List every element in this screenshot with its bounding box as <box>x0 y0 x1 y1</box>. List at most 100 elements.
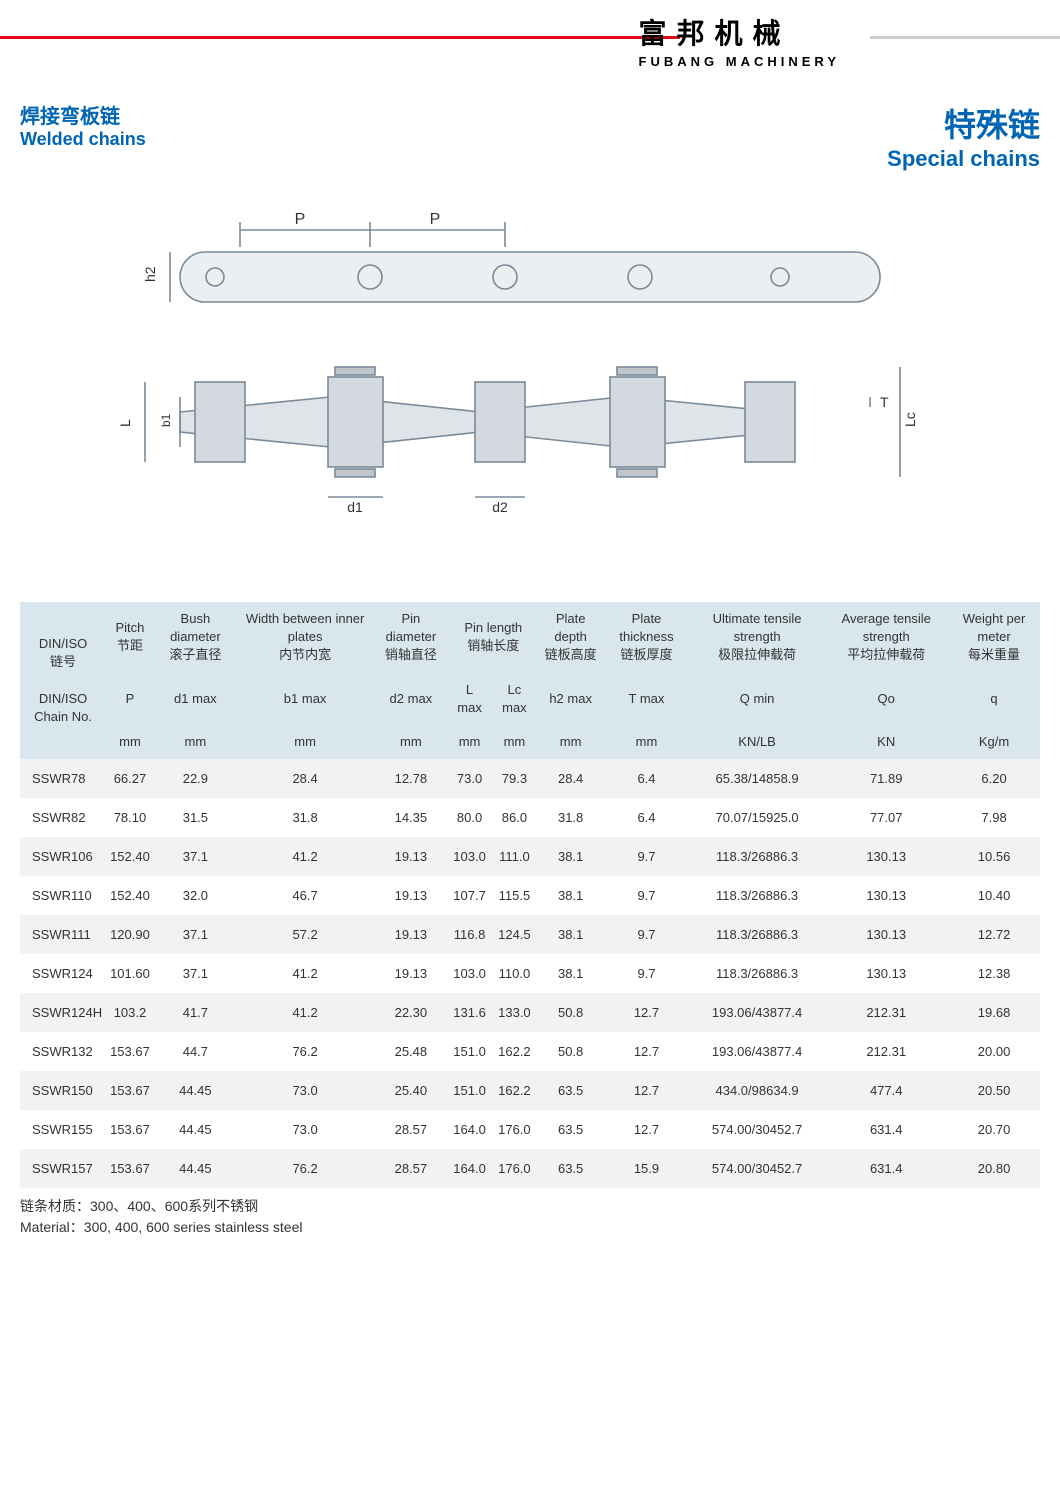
table-cell: 162.2 <box>491 1032 538 1071</box>
title-left: 焊接弯板链 Welded chains <box>20 100 146 172</box>
table-cell: 41.2 <box>237 954 373 993</box>
table-cell: 32.0 <box>154 876 237 915</box>
table-cell: 57.2 <box>237 915 373 954</box>
table-cell: 130.13 <box>824 915 948 954</box>
table-cell: 41.7 <box>154 993 237 1032</box>
table-cell: 20.70 <box>948 1110 1040 1149</box>
table-cell: 38.1 <box>538 837 603 876</box>
table-cell: 76.2 <box>237 1149 373 1188</box>
table-cell: 151.0 <box>448 1032 490 1071</box>
table-row: SSWR132153.6744.776.225.48151.0162.250.8… <box>20 1032 1040 1071</box>
table-cell: 118.3/26886.3 <box>690 954 825 993</box>
table-cell: 41.2 <box>237 993 373 1032</box>
table-cell: 38.1 <box>538 876 603 915</box>
table-cell: 124.5 <box>491 915 538 954</box>
table-cell: SSWR110 <box>20 876 106 915</box>
table-cell: 164.0 <box>448 1110 490 1149</box>
col-platedepth: Plate depth链板高度 <box>538 602 603 673</box>
table-cell: 79.3 <box>491 759 538 798</box>
spec-table: DIN/ISO 链号 DIN/ISO Chain No. Pitch节距 Bus… <box>20 602 1040 1188</box>
table-cell: 19.13 <box>373 954 448 993</box>
table-cell: 116.8 <box>448 915 490 954</box>
svg-text:P: P <box>430 211 441 228</box>
table-row: SSWR110152.4032.046.719.13107.7115.538.1… <box>20 876 1040 915</box>
table-cell: SSWR132 <box>20 1032 106 1071</box>
table-cell: 15.9 <box>603 1149 690 1188</box>
table-header: DIN/ISO 链号 DIN/ISO Chain No. Pitch节距 Bus… <box>20 602 1040 759</box>
table-cell: 110.0 <box>491 954 538 993</box>
table-cell: 19.68 <box>948 993 1040 1032</box>
table-cell: 151.0 <box>448 1071 490 1110</box>
svg-text:T: T <box>880 394 889 410</box>
svg-text:Lc: Lc <box>902 412 918 427</box>
brand-en: FUBANG MACHINERY <box>639 54 840 69</box>
col-pindia: Pin diameter销轴直径 <box>373 602 448 673</box>
table-cell: 12.78 <box>373 759 448 798</box>
table-row: SSWR124H103.241.741.222.30131.6133.050.8… <box>20 993 1040 1032</box>
table-cell: 130.13 <box>824 837 948 876</box>
table-cell: 71.89 <box>824 759 948 798</box>
table-cell: 212.31 <box>824 1032 948 1071</box>
header-red-line <box>0 36 680 39</box>
header-bar: 富邦机械 FUBANG MACHINERY <box>20 20 1040 70</box>
table-cell: 50.8 <box>538 1032 603 1071</box>
table-cell: 153.67 <box>106 1071 154 1110</box>
svg-text:h2: h2 <box>142 266 158 282</box>
table-cell: 111.0 <box>491 837 538 876</box>
table-cell: 152.40 <box>106 837 154 876</box>
table-cell: 37.1 <box>154 915 237 954</box>
table-cell: 9.7 <box>603 837 690 876</box>
table-row: SSWR106152.4037.141.219.13103.0111.038.1… <box>20 837 1040 876</box>
table-cell: 153.67 <box>106 1032 154 1071</box>
table-cell: 44.45 <box>154 1110 237 1149</box>
table-cell: 19.13 <box>373 876 448 915</box>
table-cell: SSWR78 <box>20 759 106 798</box>
table-cell: 38.1 <box>538 915 603 954</box>
table-cell: 176.0 <box>491 1149 538 1188</box>
table-cell: 63.5 <box>538 1110 603 1149</box>
table-row: SSWR157153.6744.4576.228.57164.0176.063.… <box>20 1149 1040 1188</box>
col-weight: Weight per meter每米重量 <box>948 602 1040 673</box>
table-cell: 131.6 <box>448 993 490 1032</box>
table-cell: 73.0 <box>448 759 490 798</box>
table-cell: 574.00/30452.7 <box>690 1110 825 1149</box>
table-cell: 6.4 <box>603 798 690 837</box>
table-cell: 38.1 <box>538 954 603 993</box>
table-cell: 37.1 <box>154 954 237 993</box>
table-body: SSWR7866.2722.928.412.7873.079.328.46.46… <box>20 759 1040 1188</box>
table-row: SSWR155153.6744.4573.028.57164.0176.063.… <box>20 1110 1040 1149</box>
table-row: SSWR8278.1031.531.814.3580.086.031.86.47… <box>20 798 1040 837</box>
svg-text:L: L <box>117 419 133 427</box>
table-cell: 631.4 <box>824 1149 948 1188</box>
table-cell: 19.13 <box>373 837 448 876</box>
table-cell: 25.48 <box>373 1032 448 1071</box>
table-cell: 118.3/26886.3 <box>690 837 825 876</box>
table-cell: 14.35 <box>373 798 448 837</box>
table-row: SSWR124101.6037.141.219.13103.0110.038.1… <box>20 954 1040 993</box>
table-cell: 31.8 <box>538 798 603 837</box>
table-row: SSWR111120.9037.157.219.13116.8124.538.1… <box>20 915 1040 954</box>
title-right: 特殊链 Special chains <box>887 100 1040 172</box>
table-cell: 31.8 <box>237 798 373 837</box>
table-cell: 46.7 <box>237 876 373 915</box>
table-cell: 44.45 <box>154 1071 237 1110</box>
table-cell: 12.72 <box>948 915 1040 954</box>
table-cell: SSWR124H <box>20 993 106 1032</box>
table-cell: 28.4 <box>237 759 373 798</box>
table-cell: 477.4 <box>824 1071 948 1110</box>
col-pinlen: Pin length销轴长度 <box>448 602 538 673</box>
table-cell: 153.67 <box>106 1110 154 1149</box>
table-cell: 22.9 <box>154 759 237 798</box>
table-cell: 65.38/14858.9 <box>690 759 825 798</box>
table-cell: 7.98 <box>948 798 1040 837</box>
table-cell: 66.27 <box>106 759 154 798</box>
chain-diagram: P P h2 <box>20 202 1040 562</box>
table-cell: 9.7 <box>603 876 690 915</box>
table-cell: SSWR111 <box>20 915 106 954</box>
table-cell: 162.2 <box>491 1071 538 1110</box>
title-left-cn: 焊接弯板链 <box>20 100 146 129</box>
table-cell: 153.67 <box>106 1149 154 1188</box>
table-cell: 6.4 <box>603 759 690 798</box>
col-platethick: Plate thickness链板厚度 <box>603 602 690 673</box>
table-cell: 152.40 <box>106 876 154 915</box>
